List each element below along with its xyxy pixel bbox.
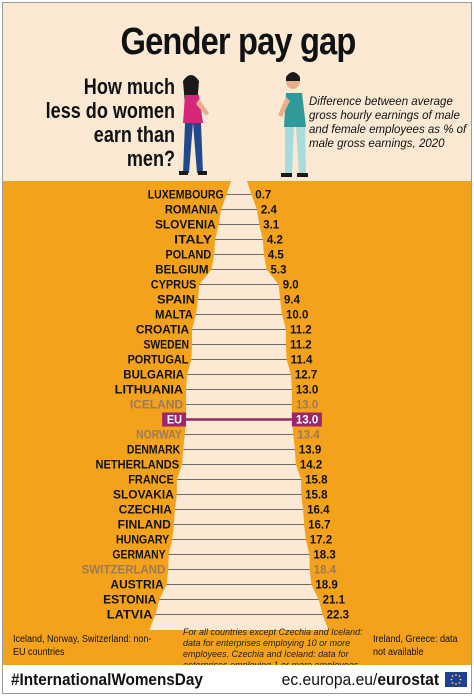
category-label: CZECHIA [119,505,172,517]
category-label: LATVIA [107,610,153,622]
value-label: 13.0 [296,400,318,412]
category-label: GERMANY [112,550,165,562]
category-label: BELGIUM [155,265,208,277]
category-label: SWITZERLAND [82,565,166,577]
category-label: NETHERLANDS [96,460,180,472]
value-label: 13.0 [296,385,318,397]
value-label: 14.2 [300,460,322,472]
value-label: 5.3 [270,265,286,277]
category-label: LITHUANIA [115,385,183,397]
value-label: 21.1 [323,595,346,607]
value-label: 4.5 [268,250,285,262]
site-prefix: ec.europa.eu/ [281,670,378,689]
value-label: 18.3 [313,550,335,562]
value-label: 11.4 [291,355,313,367]
eu-flag-icon [445,672,467,687]
category-label: EU [167,415,182,427]
category-label: ITALY [174,235,212,247]
value-label: 9.4 [284,295,301,307]
value-label: 17.2 [310,535,332,547]
category-label: ESTONIA [103,595,156,607]
question-text: How much less do women earn than men? [45,74,176,171]
people-illustration [179,72,308,177]
category-label: SLOVAKIA [113,490,174,502]
value-label: 16.7 [308,520,330,532]
hashtag: #InternationalWomensDay [11,670,203,689]
pay-gap-chart: LUXEMBOURG ROMANIA SLOVENIA ITALY POLAND BELG… [3,181,471,665]
category-label: ICELAND [130,400,183,412]
value-label: 11.2 [290,340,312,352]
gap-funnel-area [149,181,329,630]
value-label: 15.8 [305,490,328,502]
category-label: SPAIN [157,295,195,307]
category-label: BULGARIA [123,370,184,382]
non-eu-note: Iceland, Norway, Switzerland: non-EU cou… [13,634,152,658]
category-label: CYPRUS [151,280,197,292]
value-label: 13.4 [297,430,320,442]
footer: #InternationalWomensDay ec.europa.eu/eur… [3,665,471,693]
header: Gender pay gap How much less do women ea… [3,3,471,181]
value-label: 12.7 [295,370,317,382]
category-label: MALTA [155,310,193,322]
value-label: 10.0 [286,310,308,322]
eu-label-badge [162,412,187,427]
value-labels: 0.7 2.4 3.1 4.2 4.5 5.3 9.0 9.4 10.0 11.2 11.2 11.4… [255,190,349,622]
category-label: FINLAND [118,520,171,532]
category-label: FRANCE [128,475,174,487]
value-label: 22.3 [327,610,349,622]
value-label: 15.8 [305,475,328,487]
value-label: 18.4 [314,565,337,577]
page-title: Gender pay gap [120,21,357,63]
chart-subtitle: Difference between average gross hourly … [309,96,467,150]
man-figure-icon [278,72,308,177]
site-brand: eurostat [377,670,439,689]
category-label: ROMANIA [165,205,218,217]
eu-value-badge [291,412,322,427]
category-label: LUXEMBOURG [148,190,224,202]
category-label: PORTUGAL [128,355,189,367]
value-label: 18.9 [315,580,337,592]
category-label: AUSTRIA [110,580,163,592]
value-label: 9.0 [283,280,299,292]
value-label: 13.0 [296,415,318,427]
value-label: 16.4 [307,505,330,517]
category-label: SWEDEN [143,340,189,352]
category-label: SLOVENIA [155,220,216,232]
category-label: HUNGARY [116,535,169,547]
value-label: 3.1 [263,220,280,232]
category-label: NORWAY [136,430,182,442]
category-labels: LUXEMBOURG ROMANIA SLOVENIA ITALY POLAND BELG… [82,190,224,622]
category-label: DENMARK [127,445,181,457]
category-label: CROATIA [136,325,189,337]
value-label: 2.4 [261,205,278,217]
value-label: 4.2 [267,235,283,247]
value-label: 0.7 [255,190,271,202]
site-link[interactable]: ec.europa.eu/eurostat [282,670,439,690]
woman-figure-icon [179,75,209,175]
value-label: 13.9 [299,445,321,457]
value-label: 11.2 [290,325,312,337]
missing-data-note: Ireland, Greece: data not available [373,634,458,658]
category-label: POLAND [166,250,212,262]
bars-group [149,181,329,630]
